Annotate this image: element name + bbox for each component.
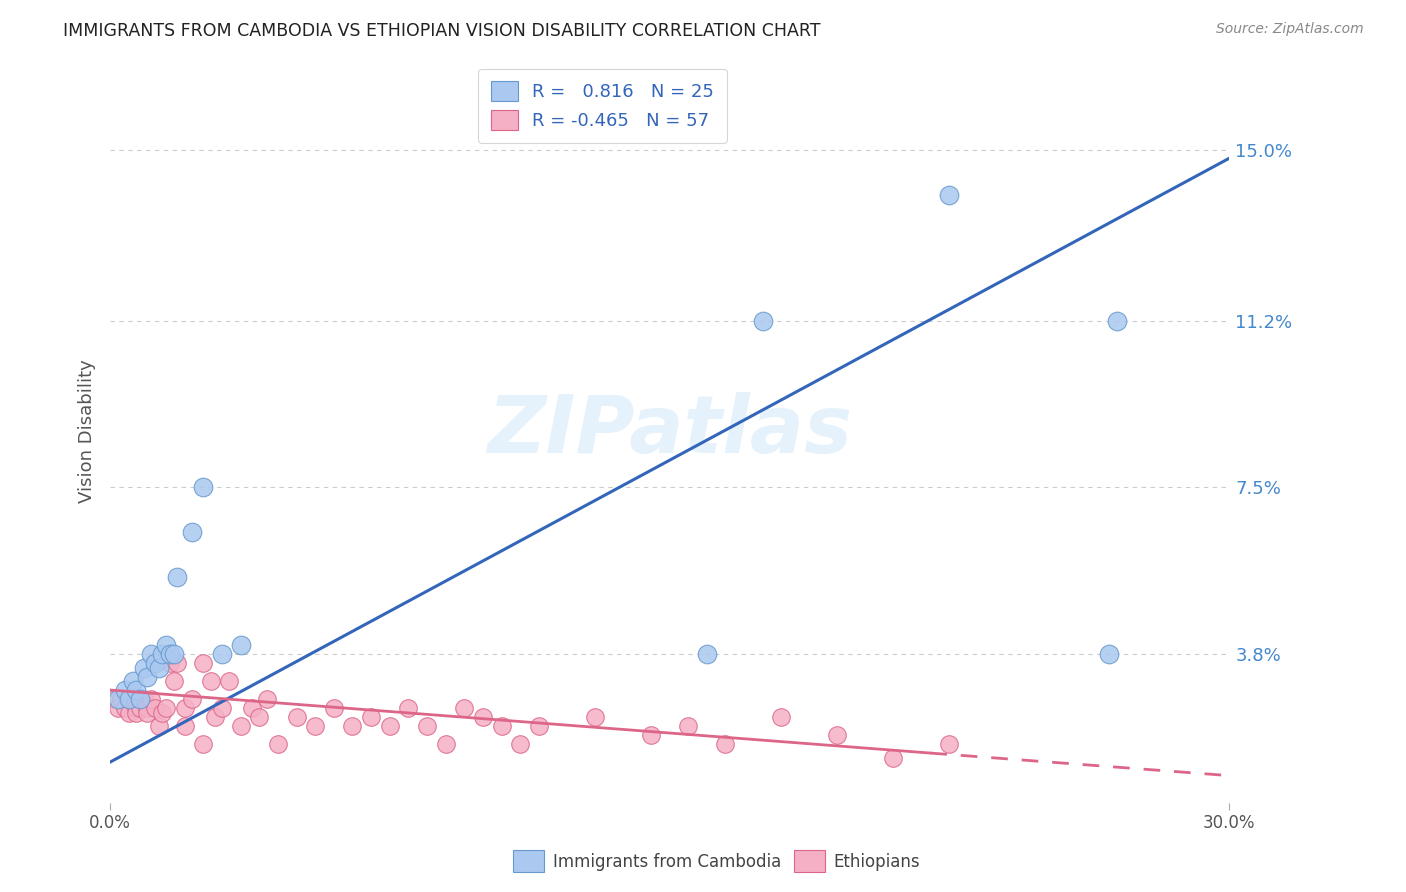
Point	[360, 710, 382, 724]
Point	[114, 683, 136, 698]
Point	[751, 314, 773, 328]
Point	[378, 719, 401, 733]
Point	[509, 737, 531, 751]
Point	[132, 692, 155, 706]
Point	[640, 728, 662, 742]
Point	[143, 656, 166, 670]
Point	[211, 647, 233, 661]
Point	[193, 737, 215, 751]
Point	[342, 719, 364, 733]
Point	[527, 719, 550, 733]
Point	[155, 638, 177, 652]
Point	[136, 701, 159, 715]
Point	[173, 701, 195, 715]
Point	[193, 480, 215, 494]
Point	[141, 647, 163, 661]
Text: IMMIGRANTS FROM CAMBODIA VS ETHIOPIAN VISION DISABILITY CORRELATION CHART: IMMIGRANTS FROM CAMBODIA VS ETHIOPIAN VI…	[63, 22, 821, 40]
Point	[322, 701, 344, 715]
Point	[173, 719, 195, 733]
Point	[103, 692, 125, 706]
Point	[118, 706, 141, 720]
Y-axis label: Vision Disability: Vision Disability	[79, 359, 96, 503]
Point	[770, 710, 793, 724]
Point	[491, 719, 513, 733]
Point	[453, 701, 475, 715]
Point	[110, 692, 132, 706]
Point	[938, 737, 960, 751]
Point	[121, 673, 143, 688]
Point	[129, 701, 152, 715]
Point	[193, 656, 215, 670]
Point	[211, 701, 233, 715]
Point	[143, 701, 166, 715]
Point	[240, 701, 263, 715]
Point	[141, 692, 163, 706]
Point	[200, 673, 222, 688]
Point	[1105, 314, 1128, 328]
Point	[304, 719, 326, 733]
Point	[267, 737, 290, 751]
Point	[148, 719, 170, 733]
Point	[256, 692, 278, 706]
Point	[229, 719, 252, 733]
Point	[162, 673, 184, 688]
Point	[882, 750, 904, 764]
Point	[155, 701, 177, 715]
Point	[285, 710, 308, 724]
Point	[181, 525, 204, 540]
Point	[150, 706, 173, 720]
Point	[166, 656, 188, 670]
Point	[583, 710, 606, 724]
Point	[714, 737, 737, 751]
Point	[148, 660, 170, 674]
Point	[696, 647, 718, 661]
Point	[938, 187, 960, 202]
Point	[121, 692, 143, 706]
Text: Source: ZipAtlas.com: Source: ZipAtlas.com	[1216, 22, 1364, 37]
Point	[166, 570, 188, 584]
Point	[107, 692, 129, 706]
Point	[159, 656, 181, 670]
Point	[204, 710, 226, 724]
Point	[118, 692, 141, 706]
Point	[825, 728, 848, 742]
Point	[181, 692, 204, 706]
Point	[229, 638, 252, 652]
Point	[162, 647, 184, 661]
Text: Ethiopians: Ethiopians	[834, 853, 921, 871]
Point	[396, 701, 419, 715]
Point	[125, 701, 148, 715]
Point	[416, 719, 439, 733]
Point	[125, 683, 148, 698]
Point	[129, 692, 152, 706]
Point	[125, 706, 148, 720]
Point	[218, 673, 240, 688]
Point	[118, 692, 141, 706]
Point	[150, 647, 173, 661]
Text: Immigrants from Cambodia: Immigrants from Cambodia	[553, 853, 780, 871]
Point	[114, 701, 136, 715]
Point	[1098, 647, 1121, 661]
Legend: R =   0.816   N = 25, R = -0.465   N = 57: R = 0.816 N = 25, R = -0.465 N = 57	[478, 69, 727, 143]
Point	[676, 719, 699, 733]
Point	[136, 669, 159, 683]
Point	[471, 710, 494, 724]
Point	[136, 706, 159, 720]
Point	[159, 647, 181, 661]
Point	[132, 660, 155, 674]
Text: ZIPatlas: ZIPatlas	[486, 392, 852, 470]
Point	[247, 710, 270, 724]
Point	[107, 701, 129, 715]
Point	[434, 737, 457, 751]
